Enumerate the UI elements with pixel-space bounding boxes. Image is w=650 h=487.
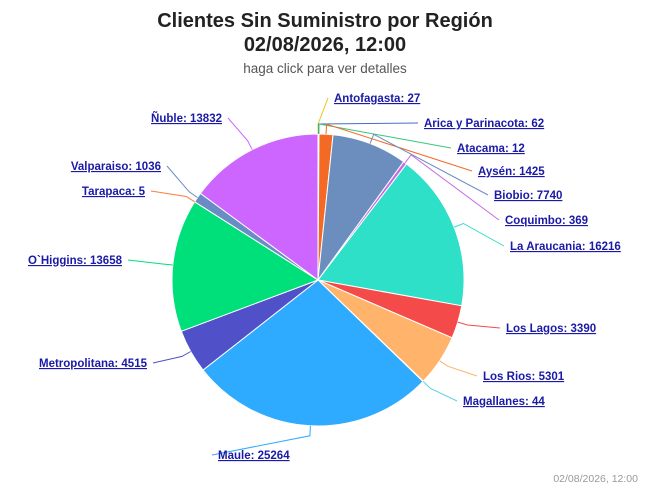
- pie-slice-la-araucania[interactable]: [317, 163, 465, 307]
- connector-los-lagos: [457, 321, 501, 329]
- data-label-metropolitana[interactable]: Metropolitana: 4515: [39, 358, 148, 370]
- connector-aysen: [325, 123, 473, 172]
- connector-arica-y-parinacota: [318, 122, 419, 134]
- connector-tarapaca: [150, 190, 195, 203]
- chart-credit-timestamp: 02/08/2026, 12:00: [553, 473, 638, 485]
- connector-biobio: [369, 133, 489, 196]
- connector-o-higgins: [127, 259, 173, 266]
- data-label-valparaiso[interactable]: Valparaiso: 1036: [71, 161, 161, 173]
- data-label-nuble[interactable]: Ñuble: 13832: [151, 112, 222, 125]
- chart-title-datetime: 02/08/2026, 12:00: [244, 34, 406, 56]
- chart-title: Clientes Sin Suministro por Región: [157, 10, 493, 32]
- data-label-magallanes[interactable]: Magallanes: 44: [463, 396, 545, 408]
- connector-nuble: [227, 117, 253, 150]
- connector-metropolitana: [152, 351, 191, 364]
- data-label-antofagasta[interactable]: Antofagasta: 27: [334, 93, 420, 105]
- pie-slice-maule[interactable]: [202, 279, 424, 427]
- data-labels: Antofagasta: 27 Arica y Parinacota: 62 Ata…: [28, 93, 621, 462]
- data-label-aysen[interactable]: Aysén: 1425: [478, 166, 545, 178]
- connector-la-araucania: [453, 222, 505, 247]
- data-label-tarapaca[interactable]: Tarapaca: 5: [82, 186, 146, 198]
- data-label-los-rios[interactable]: Los Rios: 5301: [483, 371, 565, 383]
- pie-slices: [171, 133, 465, 427]
- data-label-coquimbo[interactable]: Coquimbo: 369: [505, 215, 588, 227]
- data-label-atacama[interactable]: Atacama: 12: [457, 143, 525, 155]
- connector-coquimbo: [404, 154, 500, 221]
- data-label-o-higgins[interactable]: O`Higgins: 13658: [28, 255, 123, 267]
- connector-los-rios: [439, 360, 478, 377]
- data-label-la-araucania[interactable]: La Araucania: 16216: [510, 241, 621, 253]
- data-label-los-lagos[interactable]: Los Lagos: 3390: [506, 323, 596, 335]
- data-label-arica-y-parinacota[interactable]: Arica y Parinacota: 62: [424, 118, 544, 130]
- connector-atacama: [318, 123, 452, 149]
- data-label-biobio[interactable]: Biobio: 7740: [494, 190, 562, 202]
- label-connectors: [127, 97, 505, 456]
- data-label-maule[interactable]: Maule: 25264: [218, 450, 290, 462]
- chart-subtitle: haga click para ver detalles: [243, 61, 407, 76]
- connector-magallanes: [422, 380, 458, 402]
- connector-valparaiso: [166, 165, 198, 198]
- connector-maule: [211, 425, 311, 456]
